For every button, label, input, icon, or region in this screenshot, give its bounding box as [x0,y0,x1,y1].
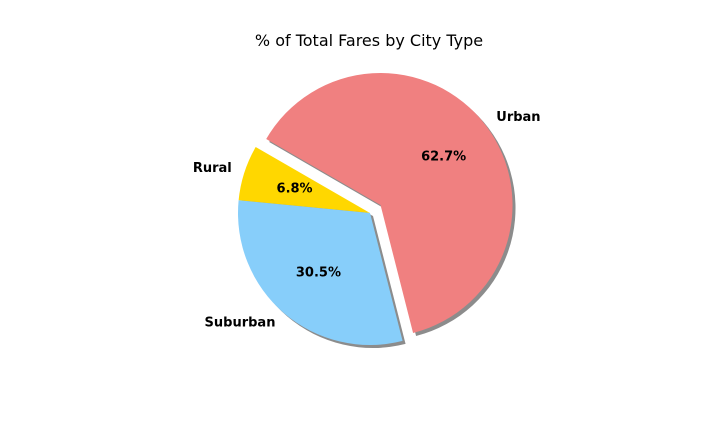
slice-label-urban: Urban [496,110,540,125]
chart-title: % of Total Fares by City Type [255,31,483,50]
pie-slice-urban [266,73,513,333]
pie-slice-rural [238,147,370,213]
slice-label-rural: Rural [193,161,232,176]
slice-pct-suburban: 30.5% [296,266,341,281]
pie-slice-suburban [238,200,403,345]
slice-pct-rural: 6.8% [277,181,313,196]
pie-labels: Rural 6.8% Suburban 30.5% Urban 62.7% [193,110,541,331]
slice-label-suburban: Suburban [205,316,276,331]
slice-pct-urban: 62.7% [421,150,466,165]
pie-slices [238,73,513,345]
